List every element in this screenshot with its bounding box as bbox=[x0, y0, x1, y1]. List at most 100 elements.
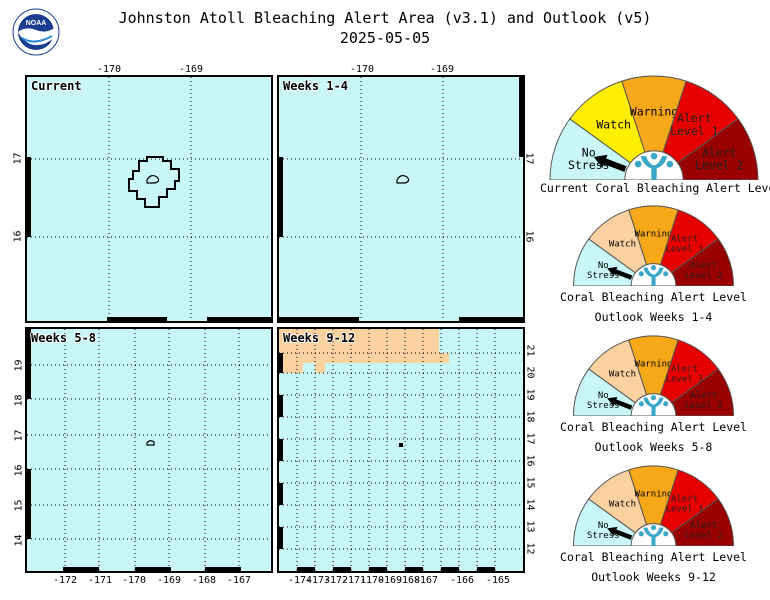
coral-icon bbox=[638, 395, 669, 416]
page-title: Johnston Atoll Bleaching Alert Area (v3.… bbox=[118, 9, 652, 27]
bottom-tick: -169 bbox=[378, 575, 403, 586]
gauge-weeks-1-4-caption: Coral Bleaching Alert Level bbox=[560, 290, 747, 304]
gauge-segment-label: Warning bbox=[630, 104, 678, 118]
gauge-segment-label: Stress bbox=[587, 271, 620, 281]
coral-icon bbox=[638, 525, 669, 546]
panel-label: Weeks 1-4 bbox=[283, 79, 349, 93]
map-panel-weeks-1-4: Weeks 1-4 bbox=[277, 75, 525, 323]
top-tick: -170 bbox=[97, 64, 122, 75]
left-tick: 17 bbox=[12, 152, 24, 165]
right-tick: 16 bbox=[523, 230, 535, 243]
gauge-segment-label: Watch bbox=[609, 499, 636, 509]
right-tick: 17 bbox=[523, 152, 535, 165]
right-tick: 14 bbox=[524, 498, 536, 511]
gauge-segment-label: Watch bbox=[609, 239, 636, 249]
right-tick: 12 bbox=[524, 542, 536, 555]
bottom-tick: -174 bbox=[288, 575, 313, 586]
alert-area-outline bbox=[128, 156, 180, 208]
map-grid bbox=[279, 77, 523, 321]
gauge-segment-label: Stress bbox=[587, 401, 620, 411]
gauge-segment-label: Level 1 bbox=[670, 124, 719, 138]
gauge-segment-label: Level 1 bbox=[666, 244, 704, 254]
right-tick: 20 bbox=[524, 366, 536, 379]
right-tick: 17 bbox=[524, 432, 536, 445]
left-tick: 16 bbox=[12, 230, 24, 243]
gauge-segment-label: No bbox=[582, 145, 596, 159]
page-date: 2025-05-05 bbox=[339, 29, 431, 47]
gauge-segment-label: No bbox=[598, 521, 609, 531]
gauge-segment-label: Warning bbox=[635, 229, 673, 239]
map-panel-weeks-5-8: Weeks 5-8 bbox=[25, 327, 273, 573]
gauge-seg-alert-2 bbox=[652, 368, 735, 416]
gauge-needle-head bbox=[593, 154, 608, 168]
map-grid bbox=[279, 329, 523, 571]
coral-icon bbox=[634, 152, 674, 180]
map-grid bbox=[27, 77, 271, 321]
top-tick: -169 bbox=[430, 64, 455, 75]
panel-label: Weeks 9-12 bbox=[283, 331, 356, 345]
bottom-tick: -172 bbox=[324, 575, 349, 586]
map-panel-weeks-9-12: Weeks 9-12 bbox=[277, 327, 525, 573]
gauge-seg-alert-2 bbox=[652, 238, 735, 286]
bottom-tick: -167 bbox=[414, 575, 439, 586]
gauge-segment-label: Level 1 bbox=[666, 504, 704, 514]
gauge-segment-label: Alert bbox=[690, 521, 717, 531]
gauge-segment-label: Watch bbox=[609, 369, 636, 379]
gauge-segment-label: Level 2 bbox=[685, 401, 723, 411]
gauge-weeks-9-12-period: Outlook Weeks 9-12 bbox=[591, 570, 716, 584]
atoll-icon bbox=[396, 174, 410, 184]
gauge-weeks-5-8-caption: Coral Bleaching Alert Level bbox=[560, 420, 747, 434]
left-tick: 14 bbox=[13, 534, 25, 547]
left-tick: 18 bbox=[13, 394, 25, 407]
top-tick: -169 bbox=[179, 64, 204, 75]
right-tick: 13 bbox=[524, 520, 536, 533]
atoll-icon bbox=[146, 440, 155, 446]
gauge-seg-alert-2 bbox=[652, 498, 735, 546]
bottom-tick: -171 bbox=[88, 575, 113, 586]
atoll-icon bbox=[399, 443, 403, 447]
noaa-logo-icon: NOAA bbox=[12, 8, 60, 56]
gauge-segment-label: Alert bbox=[690, 261, 717, 271]
bottom-tick: -171 bbox=[342, 575, 367, 586]
atoll-icon bbox=[146, 174, 160, 184]
gauge-segment-label: Alert bbox=[702, 145, 737, 159]
svg-text:NOAA: NOAA bbox=[26, 20, 47, 27]
top-tick: -170 bbox=[350, 64, 375, 75]
bottom-tick: -168 bbox=[396, 575, 421, 586]
gauge-segment-label: Stress bbox=[587, 531, 620, 541]
gauge-segment-label: Level 2 bbox=[685, 531, 723, 541]
right-tick: 21 bbox=[524, 344, 536, 357]
gauge-segment-label: Level 2 bbox=[685, 271, 723, 281]
right-tick: 15 bbox=[524, 476, 536, 489]
gauge-segment-label: Alert bbox=[671, 234, 698, 244]
gauge-segment-label: No bbox=[598, 391, 609, 401]
gauge-segment-label: Watch bbox=[596, 117, 631, 131]
left-tick: 16 bbox=[13, 464, 25, 477]
left-tick: 15 bbox=[13, 499, 25, 512]
gauge-segment-label: Alert bbox=[690, 391, 717, 401]
gauge-weeks-5-8-period: Outlook Weeks 5-8 bbox=[594, 440, 713, 454]
gauge-segment-label: Warning bbox=[635, 359, 673, 369]
left-tick: 19 bbox=[13, 359, 25, 372]
bottom-tick: -169 bbox=[157, 575, 182, 586]
right-tick: 19 bbox=[524, 388, 536, 401]
left-tick: 17 bbox=[13, 429, 25, 442]
gauge-segment-label: Level 2 bbox=[695, 158, 743, 172]
gauge-current-caption: Current Coral Bleaching Alert Level bbox=[540, 181, 770, 195]
right-tick: 18 bbox=[524, 410, 536, 423]
bottom-tick: -167 bbox=[227, 575, 252, 586]
right-tick: 16 bbox=[524, 454, 536, 467]
gauge-needle-head bbox=[607, 526, 618, 537]
gauge-seg-alert-2 bbox=[653, 118, 759, 180]
watch-outlook-area bbox=[279, 329, 449, 373]
gauge-weeks-9-12-caption: Coral Bleaching Alert Level bbox=[560, 550, 747, 564]
bottom-tick: -170 bbox=[122, 575, 147, 586]
bottom-tick: -173 bbox=[306, 575, 331, 586]
gauge-segment-label: Alert bbox=[671, 364, 698, 374]
gauge-segment-label: Alert bbox=[677, 111, 712, 125]
map-panel-current: Current bbox=[25, 75, 273, 323]
